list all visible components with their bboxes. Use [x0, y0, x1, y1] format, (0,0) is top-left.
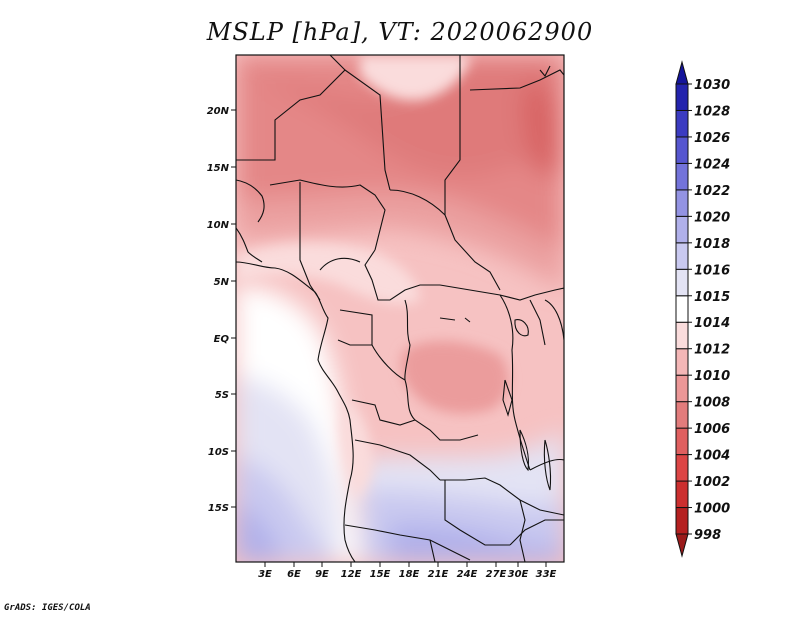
colorbar-swatch — [675, 268, 689, 297]
lon-tick-12e: 12E — [341, 562, 362, 580]
lakes — [439, 317, 552, 491]
colorbar-swatch — [675, 242, 689, 270]
lat-label: 10S — [208, 447, 229, 458]
lon-tick-6e: 6E — [287, 562, 301, 580]
colorbar-swatch — [675, 136, 689, 164]
colorbar-swatch — [675, 374, 689, 403]
lon-tick-15e: 15E — [370, 562, 391, 580]
lon-label: 3E — [258, 569, 272, 580]
lon-tick-3e: 3E — [258, 562, 272, 580]
lat-label: 5N — [214, 277, 230, 288]
lat-tick-15s: 15S — [208, 503, 236, 514]
colorbar-swatch — [675, 295, 689, 323]
colorbar-label: 998 — [694, 528, 721, 543]
lon-tick-27e: 27E — [486, 562, 507, 580]
colorbar-label: 1020 — [694, 210, 730, 225]
colorbar-label: 1004 — [694, 449, 730, 464]
lon-tick-24e: 24E — [457, 562, 478, 580]
lon-label: 21E — [428, 569, 449, 580]
lon-label: 30E — [508, 569, 529, 580]
lat-label: EQ — [214, 334, 230, 345]
lon-tick-18e: 18E — [399, 562, 420, 580]
lon-label: 12E — [341, 569, 362, 580]
lat-label: 20N — [207, 106, 230, 117]
lon-axis: 3E 6E 9E 12E 15E 18E 21E 24E 27E 30E 33E — [258, 562, 557, 580]
colorbar-label: 1015 — [694, 290, 730, 305]
map-frame — [235, 54, 565, 563]
grads-credit: GrADS: IGES/COLA — [4, 603, 91, 613]
colorbar-swatch — [675, 215, 689, 244]
colorbar-swatch — [675, 109, 689, 138]
lon-label: 18E — [399, 569, 420, 580]
colorbar-label: 1030 — [694, 78, 730, 93]
colorbar-swatch — [675, 321, 689, 350]
lat-tick-20n: 20N — [207, 106, 236, 117]
pressure-field — [236, 55, 564, 562]
colorbar-label: 1008 — [694, 396, 730, 411]
lat-tick-15n: 15N — [207, 163, 236, 174]
lon-label: 27E — [486, 569, 507, 580]
colorbar-label: 1012 — [694, 343, 730, 358]
colorbar-swatch — [675, 401, 689, 429]
lat-tick-5n: 5N — [214, 277, 236, 288]
lat-label: 5S — [215, 390, 229, 401]
colorbar-label: 1006 — [694, 422, 730, 437]
colorbar-label: 1002 — [694, 475, 730, 490]
lon-label: 9E — [315, 569, 329, 580]
colorbar-label: 1022 — [694, 184, 730, 199]
colorbar: 998 1000 1002 1004 1006 1008 1010 1012 1014 1015 1… — [675, 60, 730, 558]
lon-label: 33E — [536, 569, 557, 580]
lat-label: 15N — [207, 163, 230, 174]
lat-tick-10n: 10N — [207, 220, 236, 231]
colorbar-extend-high — [675, 60, 689, 85]
colorbar-swatch — [675, 480, 689, 509]
colorbar-swatch — [675, 83, 689, 111]
colorbar-label: 1016 — [694, 263, 730, 278]
lat-tick-10s: 10S — [208, 447, 236, 458]
plot-title: MSLP [hPa], VT: 2020062900 — [206, 18, 594, 46]
colorbar-label: 1028 — [694, 104, 730, 119]
lon-tick-9e: 9E — [315, 562, 329, 580]
colorbar-swatch — [675, 162, 689, 191]
lat-tick-5s: 5S — [215, 390, 236, 401]
colorbar-extend-low — [675, 533, 689, 558]
lon-tick-33e: 33E — [536, 562, 557, 580]
colorbar-swatch — [675, 189, 689, 217]
lon-label: 15E — [370, 569, 391, 580]
colorbar-swatch — [675, 454, 689, 482]
colorbar-label: 1014 — [694, 316, 730, 331]
lat-tick-eq: EQ — [214, 334, 236, 345]
colorbar-label: 1010 — [694, 369, 730, 384]
lon-tick-30e: 30E — [508, 562, 529, 580]
colorbar-label: 1026 — [694, 131, 730, 146]
colorbar-swatch — [675, 348, 689, 376]
lat-axis: 20N 15N 10N 5N EQ 5S 10S 15S — [207, 106, 236, 514]
lat-label: 15S — [208, 503, 229, 514]
colorbar-label: 1024 — [694, 157, 730, 172]
lon-label: 24E — [457, 569, 478, 580]
colorbar-label: 1000 — [694, 502, 730, 517]
colorbar-swatch — [675, 427, 689, 456]
lat-label: 10N — [207, 220, 230, 231]
lon-tick-21e: 21E — [428, 562, 449, 580]
colorbar-swatch — [675, 507, 689, 535]
lon-label: 6E — [287, 569, 301, 580]
colorbar-label: 1018 — [694, 237, 730, 252]
